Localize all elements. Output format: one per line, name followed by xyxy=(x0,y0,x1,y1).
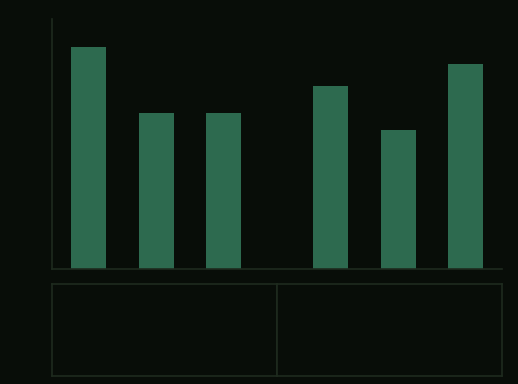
Bar xyxy=(139,114,174,269)
Bar xyxy=(448,64,483,269)
Bar xyxy=(381,130,415,269)
Bar xyxy=(206,114,241,269)
Bar xyxy=(313,86,349,269)
Bar xyxy=(71,47,106,269)
